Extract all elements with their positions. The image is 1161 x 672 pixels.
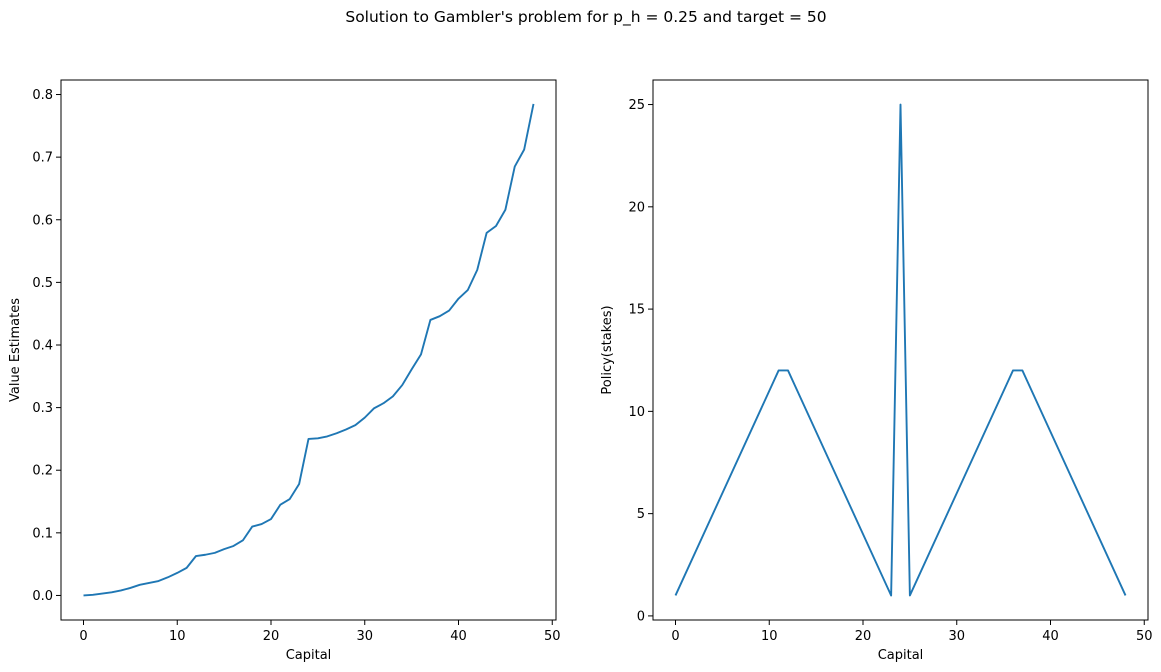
value-estimates-y-tick-label: 0.5	[32, 276, 53, 291]
policy-x-tick-label: 10	[761, 629, 778, 644]
value-estimates-x-tick-label: 20	[263, 629, 280, 644]
policy-y-axis-label: Policy(stakes)	[600, 305, 615, 394]
value-estimates-y-tick-label: 0.1	[32, 526, 53, 541]
policy-series-line	[674, 103, 1127, 597]
policy-x-tick-label: 20	[855, 629, 872, 644]
value-estimates-y-tick-label: 0.2	[32, 464, 53, 479]
value-estimates-y-tick-label: 0.6	[32, 213, 53, 228]
value-estimates-y-tick-label: 0.8	[32, 88, 53, 103]
policy-stakes-chart: 0 10 20 30 40 50 0 5 10 15 20 25 Capital Policy(stake…	[600, 79, 1153, 663]
policy-x-tick-label: 30	[948, 629, 965, 644]
value-estimates-x-tick-label: 30	[356, 629, 373, 644]
value-estimates-axes-frame	[60, 79, 557, 621]
value-estimates-x-tick-label: 50	[544, 629, 561, 644]
value-estimates-y-tick-label: 0.3	[32, 401, 53, 416]
value-estimates-x-tick-label: 0	[79, 629, 87, 644]
policy-y-tick-label: 0	[637, 609, 645, 624]
value-estimates-series-line	[83, 103, 535, 597]
value-estimates-x-axis-label: Capital	[286, 648, 332, 663]
value-estimates-y-tick-label: 0.7	[32, 151, 53, 166]
value-estimates-x-tick-label: 40	[450, 629, 467, 644]
value-estimates-y-tick-label: 0.4	[32, 338, 53, 353]
policy-y-tick-label: 15	[628, 303, 645, 318]
figure-suptitle: Solution to Gambler's problem for p_h = …	[345, 8, 826, 27]
policy-y-tick-label: 10	[628, 405, 645, 420]
value-estimates-y-axis-label: Value Estimates	[8, 298, 23, 402]
value-estimates-chart: 0 10 20 30 40 50 0.0 0.1 0.2 0.3 0.4 0.5 0.6 0.7 0.8 Ca…	[8, 79, 561, 663]
policy-x-axis-label: Capital	[878, 648, 924, 663]
policy-axes-frame	[652, 79, 1149, 621]
policy-y-tick-label: 5	[637, 507, 645, 522]
policy-y-tick-label: 20	[628, 200, 645, 215]
policy-x-tick-label: 0	[671, 629, 679, 644]
policy-x-tick-label: 40	[1042, 629, 1059, 644]
policy-x-tick-label: 50	[1136, 629, 1153, 644]
value-estimates-y-tick-label: 0.0	[32, 589, 53, 604]
policy-y-tick-label: 25	[628, 98, 645, 113]
value-estimates-x-tick-label: 10	[169, 629, 186, 644]
